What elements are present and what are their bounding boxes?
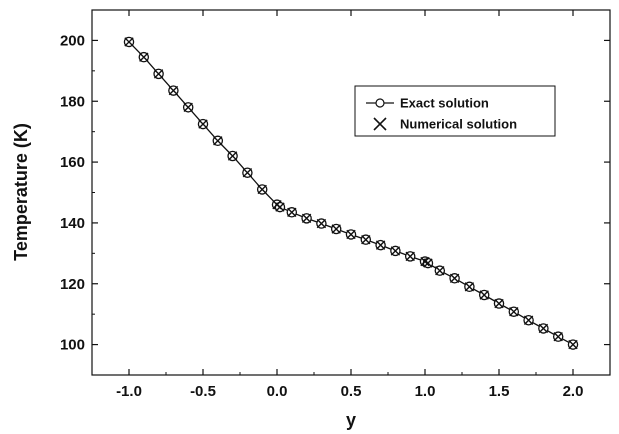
numerical-solution-point: [538, 323, 549, 334]
numerical-solution-point: [361, 234, 371, 245]
x-tick-label: 1.0: [415, 383, 436, 400]
x-tick-label: -0.5: [190, 383, 216, 400]
numerical-solution-point: [316, 218, 327, 229]
y-tick-label: 160: [60, 154, 85, 171]
numerical-solution-point: [479, 290, 489, 300]
x-tick-label: -1.0: [116, 383, 142, 400]
numerical-solution-point: [183, 102, 193, 113]
legend-numerical-label: Numerical solution: [400, 117, 517, 132]
y-tick-label: 140: [60, 215, 85, 232]
numerical-solution-point: [331, 224, 341, 234]
legend-exact-marker: [375, 98, 385, 108]
numerical-solution-point: [227, 151, 238, 161]
numerical-solution-point: [390, 246, 401, 256]
x-tick-label: 0.0: [267, 383, 288, 400]
numerical-solution-point: [375, 240, 386, 250]
y-tick-label: 120: [60, 276, 85, 293]
numerical-solution-point: [553, 331, 563, 342]
axis-ticks: -1.0 -0.5 0.0 0.5 1.0 1.5 2.0 100 120 140 160 180 20…: [60, 9, 611, 400]
legend-exact-label: Exact solution: [400, 96, 489, 111]
numerical-solution-point: [435, 265, 445, 276]
x-tick-label: 1.5: [489, 383, 510, 400]
numerical-solution-point: [449, 273, 460, 283]
numerical-solution-point: [124, 37, 134, 47]
numerical-solution-point: [523, 315, 534, 325]
numerical-solution-point: [257, 184, 267, 195]
numerical-solution-point: [213, 136, 223, 146]
numerical-solution-point: [568, 339, 578, 350]
numerical-solution-point: [275, 202, 285, 212]
numerical-solution-point: [198, 119, 208, 129]
numerical-solution-point: [242, 168, 253, 178]
legend-box: [354, 85, 556, 137]
y-tick-label: 100: [60, 337, 85, 354]
numerical-solution-point: [139, 52, 149, 62]
y-tick-label: 200: [60, 32, 85, 49]
x-axis-label: y: [346, 410, 356, 430]
numerical-solution-point: [346, 229, 356, 240]
numerical-solution-point: [420, 256, 430, 267]
numerical-solution-point: [464, 282, 475, 292]
x-tick-label: 0.5: [341, 383, 362, 400]
numerical-solution-point: [509, 307, 519, 317]
x-tick-label: 2.0: [563, 383, 584, 400]
numerical-solution-point: [153, 69, 164, 79]
exact-solution-series: [123, 36, 579, 350]
legend: Exact solution Numerical solution: [354, 85, 556, 137]
numerical-solution-point: [287, 207, 297, 217]
y-tick-label: 180: [60, 93, 85, 110]
numerical-solution-point: [405, 251, 415, 262]
numerical-solution-point: [301, 213, 312, 224]
numerical-solution-point: [423, 258, 433, 268]
numerical-solution-series: [124, 37, 578, 350]
legend-numerical-marker: [373, 117, 387, 131]
numerical-solution-point: [168, 85, 179, 96]
numerical-solution-point: [494, 298, 504, 309]
y-axis-label: Temperature (K): [11, 123, 31, 261]
